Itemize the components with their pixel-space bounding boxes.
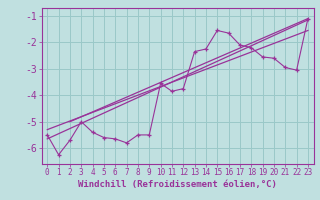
X-axis label: Windchill (Refroidissement éolien,°C): Windchill (Refroidissement éolien,°C) — [78, 180, 277, 189]
